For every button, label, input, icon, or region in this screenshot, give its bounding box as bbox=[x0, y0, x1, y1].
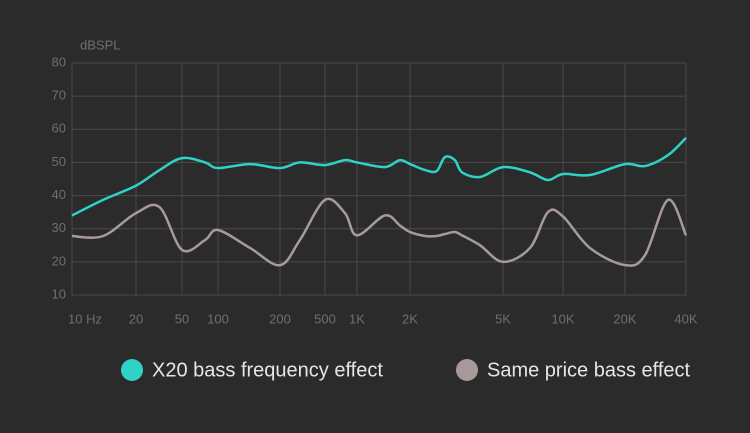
x-tick-label: 20 bbox=[129, 311, 143, 326]
x-tick-label: 500 bbox=[314, 311, 336, 326]
x-tick-label: 10K bbox=[551, 311, 574, 326]
y-tick-label: 10 bbox=[52, 286, 66, 301]
x-tick-label: 200 bbox=[269, 311, 291, 326]
x-tick-label: 20K bbox=[613, 311, 636, 326]
x-tick-label: 40K bbox=[674, 311, 697, 326]
x-tick-label: 50 bbox=[175, 311, 189, 326]
y-tick-label: 50 bbox=[52, 154, 66, 169]
x-tick-label: 1K bbox=[349, 311, 365, 326]
series-line bbox=[71, 197, 688, 267]
x-tick-label: 5K bbox=[495, 311, 511, 326]
y-tick-label: 60 bbox=[52, 121, 66, 136]
legend-swatch bbox=[121, 359, 143, 381]
y-axis-label: dBSPL bbox=[80, 37, 120, 52]
y-tick-label: 20 bbox=[52, 253, 66, 268]
legend-label: Same price bass effect bbox=[487, 359, 691, 381]
y-tick-label: 30 bbox=[52, 220, 66, 235]
x-tick-label: 10 Hz bbox=[68, 311, 102, 326]
plot-frame bbox=[71, 62, 687, 296]
y-tick-label: 80 bbox=[52, 54, 66, 69]
y-tick-label: 40 bbox=[52, 187, 66, 202]
x-tick-label: 2K bbox=[402, 311, 418, 326]
x-tick-label: 100 bbox=[207, 311, 229, 326]
y-tick-label: 70 bbox=[52, 88, 66, 103]
legend-label: X20 bass frequency effect bbox=[152, 359, 383, 381]
series-line bbox=[71, 137, 687, 217]
legend-swatch bbox=[456, 359, 478, 381]
